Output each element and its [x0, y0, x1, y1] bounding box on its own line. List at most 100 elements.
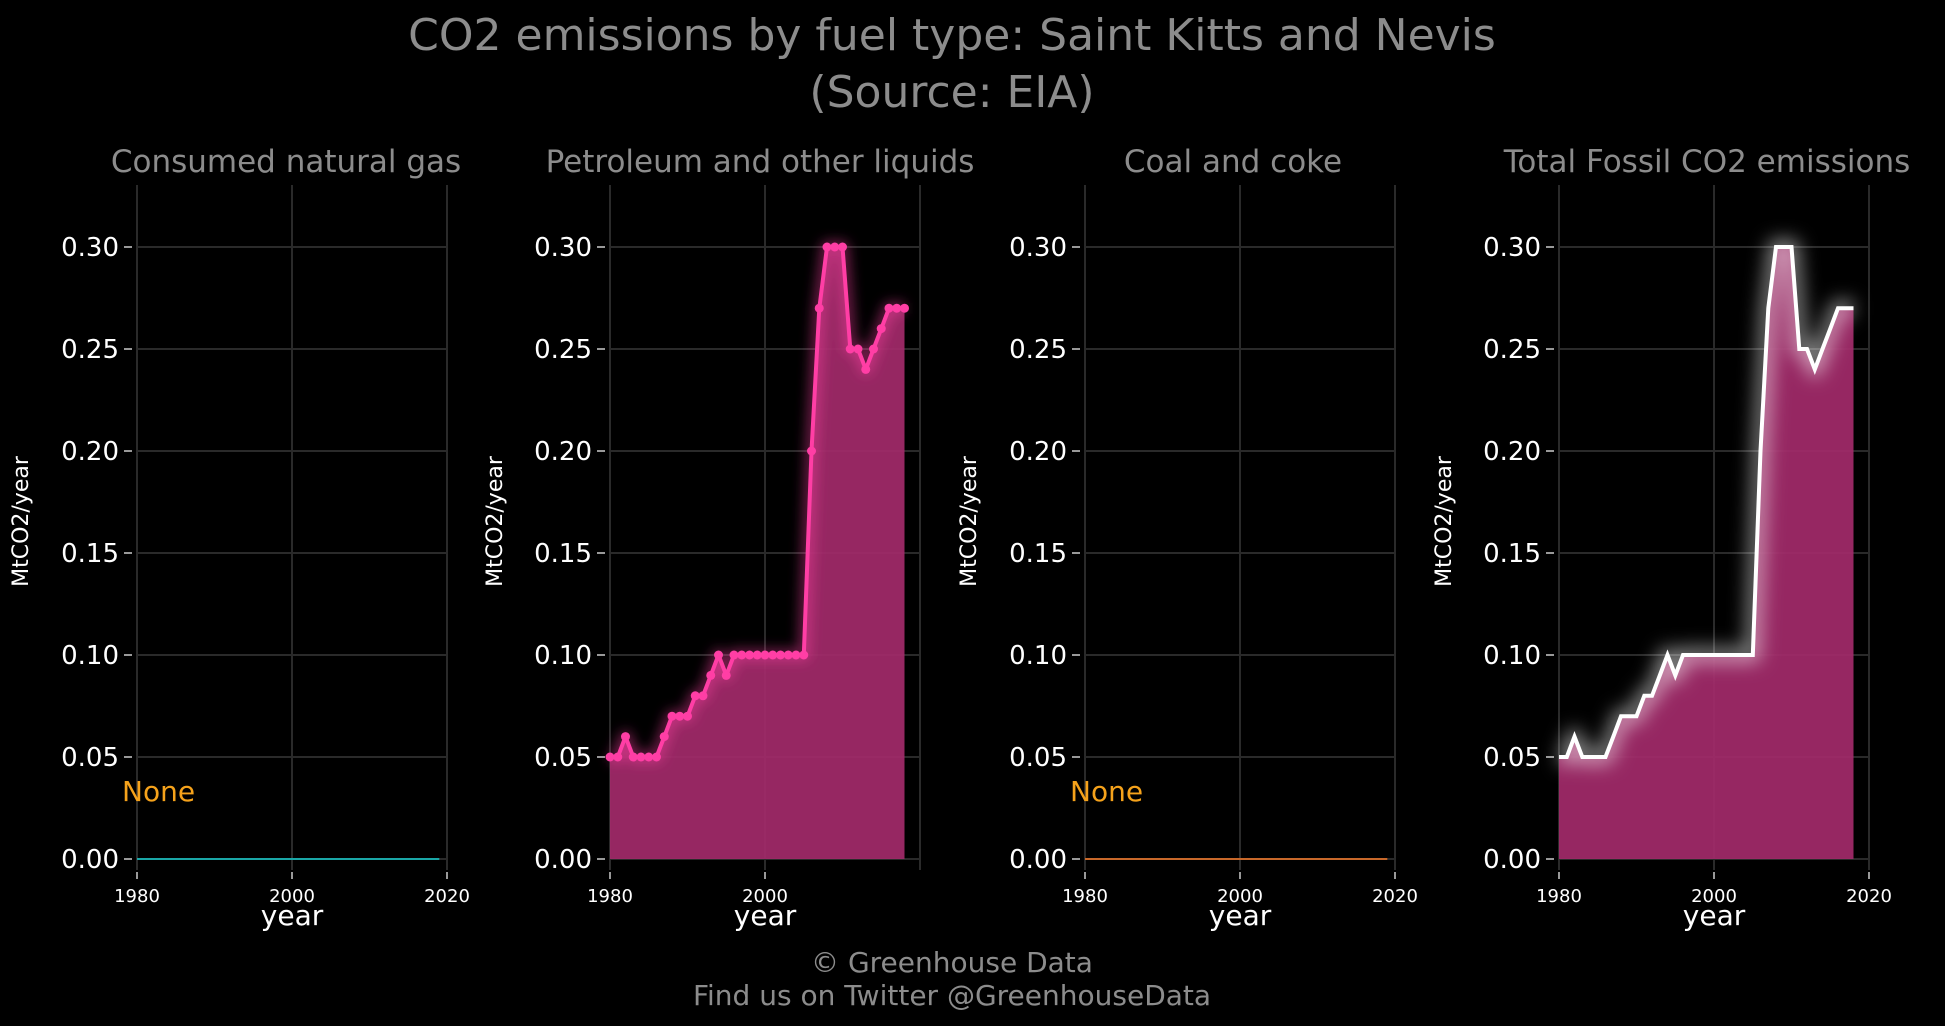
- y-tick-label: 0.20: [534, 437, 592, 467]
- data-point: [892, 303, 902, 313]
- y-tick-label: 0.30: [1009, 233, 1067, 263]
- y-tick-label: 0.25: [1483, 335, 1541, 365]
- series-area: [610, 247, 905, 859]
- data-point: [799, 650, 809, 660]
- y-axis-label: MtCO2/year: [483, 455, 508, 587]
- y-tick-label: 0.00: [1483, 845, 1541, 875]
- data-point: [884, 303, 894, 313]
- x-tick-label: 1980: [114, 886, 160, 907]
- y-tick-label: 0.20: [1009, 437, 1067, 467]
- panel-title: Coal and coke: [1124, 144, 1342, 180]
- data-point: [876, 324, 886, 334]
- y-axis-label: MtCO2/year: [9, 455, 34, 587]
- y-tick-label: 0.05: [61, 743, 119, 773]
- x-tick-label: 2020: [1846, 886, 1892, 907]
- x-axis-label: year: [261, 899, 324, 932]
- y-tick-label: 0.20: [61, 437, 119, 467]
- series-line: [1559, 245, 1854, 759]
- y-tick-label: 0.25: [1009, 335, 1067, 365]
- data-point: [869, 344, 878, 354]
- data-point: [768, 650, 778, 660]
- panel-title: Total Fossil CO2 emissions: [1503, 144, 1911, 180]
- y-tick-label: 0.05: [1009, 743, 1067, 773]
- data-point: [659, 732, 669, 742]
- panel-1: Consumed natural gas 0.00 0.05 0.10 0.15 0.20…: [9, 144, 470, 932]
- y-tick-label: 0.15: [1483, 539, 1541, 569]
- data-point: [644, 752, 654, 762]
- x-axis-label: year: [1683, 899, 1746, 932]
- data-point: [791, 650, 801, 660]
- data-point: [729, 650, 739, 660]
- y-tick-label: 0.15: [1009, 539, 1067, 569]
- data-point: [636, 752, 646, 762]
- data-point: [900, 303, 909, 313]
- x-tick-label: 2020: [424, 886, 470, 907]
- data-point: [698, 691, 708, 701]
- y-tick-label: 0.15: [534, 539, 592, 569]
- chart-subtitle: (Source: EIA): [809, 67, 1094, 118]
- y-tick-label: 0.00: [1009, 845, 1067, 875]
- x-tick-label: 2000: [269, 886, 315, 907]
- x-tick-label: 1980: [1062, 886, 1108, 907]
- chart-title: CO2 emissions by fuel type: Saint Kitts …: [408, 10, 1496, 61]
- series-area: [1559, 247, 1854, 859]
- data-point: [621, 732, 630, 742]
- x-axis-label: year: [1209, 899, 1272, 932]
- footer-copyright: © Greenhouse Data: [811, 946, 1093, 979]
- panel-title: Petroleum and other liquids: [546, 144, 975, 180]
- data-point: [667, 711, 677, 721]
- data-point: [752, 650, 762, 660]
- panel-2: Petroleum and other liquids 0.00 0.05 0.10 0…: [483, 144, 974, 932]
- panel-title: Consumed natural gas: [111, 144, 461, 180]
- panels: Consumed natural gas 0.00 0.05 0.10 0.15 0.20…: [9, 144, 1910, 932]
- data-point: [822, 242, 832, 252]
- data-point: [845, 344, 855, 354]
- data-point: [776, 650, 785, 660]
- data-point: [861, 364, 871, 374]
- data-point: [613, 752, 623, 762]
- footer-twitter: Find us on Twitter @GreenhouseData: [693, 979, 1211, 1012]
- data-point: [830, 242, 840, 252]
- y-tick-label: 0.30: [61, 233, 119, 263]
- y-tick-label: 0.05: [534, 743, 592, 773]
- y-tick-label: 0.30: [1483, 233, 1541, 263]
- data-point: [683, 711, 692, 721]
- y-tick-label: 0.30: [534, 233, 592, 263]
- x-tick-label: 2000: [1691, 886, 1737, 907]
- data-point: [690, 691, 700, 701]
- x-tick-label: 2020: [1372, 886, 1418, 907]
- y-axis-label: MtCO2/year: [1432, 455, 1457, 587]
- y-tick-label: 0.10: [61, 641, 119, 671]
- data-point: [814, 303, 824, 313]
- data-point: [721, 670, 731, 680]
- y-tick-label: 0.05: [1483, 743, 1541, 773]
- data-point: [714, 650, 723, 660]
- data-point: [737, 650, 747, 660]
- y-tick-label: 0.10: [1009, 641, 1067, 671]
- data-point: [783, 650, 793, 660]
- data-point: [675, 711, 685, 721]
- data-point: [706, 670, 716, 680]
- data-point: [838, 242, 847, 252]
- data-point: [605, 752, 615, 762]
- no-data-annotation: None: [122, 775, 195, 808]
- y-tick-label: 0.25: [61, 335, 119, 365]
- x-tick-label: 2000: [1217, 886, 1263, 907]
- y-tick-label: 0.25: [534, 335, 592, 365]
- y-tick-label: 0.10: [534, 641, 592, 671]
- x-tick-label: 2000: [742, 886, 788, 907]
- data-point: [760, 650, 770, 660]
- y-tick-label: 0.00: [61, 845, 119, 875]
- data-point: [628, 752, 638, 762]
- data-point: [652, 752, 661, 762]
- data-point: [853, 344, 863, 354]
- y-tick-label: 0.00: [534, 845, 592, 875]
- y-tick-label: 0.15: [61, 539, 119, 569]
- panel-3: Coal and coke 0.00 0.05 0.10 0.15 0.20 0.25 0.3…: [957, 144, 1418, 932]
- x-tick-label: 1980: [1536, 886, 1582, 907]
- data-point: [745, 650, 754, 660]
- no-data-annotation: None: [1070, 775, 1143, 808]
- data-point: [807, 446, 816, 456]
- x-axis-label: year: [734, 899, 797, 932]
